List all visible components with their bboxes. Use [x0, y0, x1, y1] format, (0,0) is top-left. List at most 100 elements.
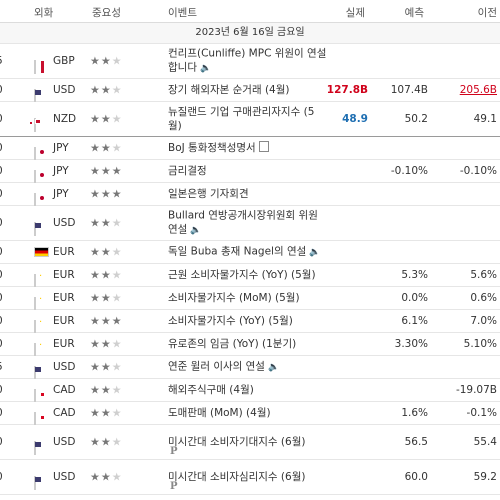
star-icon: ★ — [100, 83, 112, 97]
event-name[interactable]: 유로존의 임금 (YoY) (1분기) — [168, 337, 328, 351]
forecast-value: 60.0 — [404, 471, 428, 483]
event-name[interactable]: Bullard 연방공개시장위원회 위원 연설 🔈 — [168, 209, 328, 238]
event-name[interactable]: 도매판매 (MoM) (4월) — [168, 406, 328, 420]
previous-value: 59.2 — [473, 471, 497, 483]
importance-stars: ★★★ — [90, 269, 123, 282]
header-currency[interactable]: 외화 — [34, 7, 54, 19]
star-icon: ★ — [100, 470, 112, 484]
event-name-text[interactable]: 뉴질랜드 기업 구매관리자지수 (5월) — [168, 106, 315, 132]
star-icon: ★ — [100, 141, 112, 155]
event-name[interactable]: 장기 해외자본 순거래 (4월) — [168, 83, 328, 97]
table-row[interactable]: 0NZD★★★뉴질랜드 기업 구매관리자지수 (5월)48.950.249.1 — [0, 102, 500, 137]
table-row[interactable]: 0CAD★★★도매판매 (MoM) (4월)1.6%-0.1% — [0, 402, 500, 426]
star-icon: ★ — [111, 337, 123, 351]
header-actual[interactable]: 실제 — [345, 7, 365, 19]
table-row[interactable]: 0EUR★★★독일 Buba 총재 Nagel의 연설🔈 — [0, 241, 500, 264]
event-name-text[interactable]: 소비자물가지수 (MoM) (5월) — [168, 292, 300, 304]
table-row[interactable]: 0JPY★★★금리결정-0.10%-0.10% — [0, 160, 500, 184]
event-name[interactable]: 뉴질랜드 기업 구매관리자지수 (5월) — [168, 105, 328, 133]
currency-code: JPY — [53, 165, 69, 177]
event-name-text[interactable]: 근원 소비자물가지수 (YoY) (5월) — [168, 269, 316, 281]
currency-code: USD — [53, 436, 76, 448]
star-icon: ★ — [100, 406, 112, 420]
event-name-text[interactable]: 컨리프(Cunliffe) MPC 위원이 연설합니다 — [168, 47, 327, 74]
header-previous[interactable]: 이전 — [477, 7, 497, 19]
event-name[interactable]: 소비자물가지수 (YoY) (5월) — [168, 314, 328, 328]
table-row[interactable]: 5GBP★★★컨리프(Cunliffe) MPC 위원이 연설합니다🔈 — [0, 44, 500, 79]
event-name-text[interactable]: Bullard 연방공개시장위원회 위원 연설 — [168, 209, 318, 236]
event-name-text[interactable]: 소비자물가지수 (YoY) (5월) — [168, 315, 293, 327]
star-icon: ★ — [90, 291, 101, 305]
importance-stars: ★★★ — [90, 188, 123, 201]
event-name-text[interactable]: 일본은행 기자회견 — [168, 188, 249, 200]
star-icon: ★ — [111, 435, 123, 449]
event-name[interactable]: 금리결정 — [168, 164, 328, 178]
preliminary-icon: P — [170, 446, 178, 457]
event-name-text[interactable]: 미시간대 소비자심리지수 (6월) — [168, 471, 306, 483]
previous-value: 5.10% — [463, 338, 497, 350]
speaker-icon[interactable]: 🔈 — [267, 362, 280, 373]
star-icon: ★ — [111, 83, 123, 97]
actual-value: 127.8B — [326, 84, 368, 96]
table-row[interactable]: 0JPY★★★BoJ 통화정책성명서 — [0, 137, 500, 161]
header-importance[interactable]: 중요성 — [92, 7, 121, 19]
star-icon: ★ — [90, 83, 101, 97]
event-name[interactable]: BoJ 통화정책성명서 — [168, 141, 328, 155]
event-name[interactable]: 연준 윌러 이사의 연설 🔈 — [168, 360, 328, 375]
table-row[interactable]: 0USD★★★Bullard 연방공개시장위원회 위원 연설🔈 — [0, 206, 500, 241]
event-name[interactable]: 근원 소비자물가지수 (YoY) (5월) — [168, 268, 328, 282]
table-row[interactable]: 0EUR★★★소비자물가지수 (YoY) (5월)6.1%7.0% — [0, 310, 500, 334]
table-row[interactable]: 0EUR★★★근원 소비자물가지수 (YoY) (5월)5.3%5.6% — [0, 264, 500, 288]
star-icon: ★ — [90, 141, 101, 155]
importance-stars: ★★★ — [90, 338, 123, 351]
event-name-text[interactable]: 연준 윌러 이사의 연설 — [168, 360, 265, 373]
event-name-text[interactable]: 독일 Buba 총재 Nagel의 연설 — [168, 245, 307, 258]
currency-code: EUR — [53, 269, 75, 281]
event-name-text[interactable]: 미시간대 소비자기대지수 (6월) — [168, 436, 306, 448]
event-name[interactable]: 독일 Buba 총재 Nagel의 연설 🔈 — [168, 245, 328, 260]
event-name[interactable]: 미시간대 소비자기대지수 (6월) — [168, 435, 328, 449]
event-name-text[interactable]: 장기 해외자본 순거래 (4월) — [168, 84, 290, 96]
speaker-icon[interactable]: 🔈 — [199, 63, 212, 74]
event-name[interactable]: 해외주식구매 (4월) — [168, 383, 328, 397]
table-row[interactable]: 0CAD★★★해외주식구매 (4월)-19.07B — [0, 379, 500, 403]
star-icon: ★ — [111, 383, 123, 397]
event-name[interactable]: 소비자물가지수 (MoM) (5월) — [168, 291, 328, 305]
importance-stars: ★★★ — [90, 315, 123, 328]
star-icon: ★ — [90, 216, 101, 230]
table-row[interactable]: 5USD★★★연준 윌러 이사의 연설🔈 — [0, 356, 500, 380]
event-name-text[interactable]: 금리결정 — [168, 165, 207, 177]
event-time: 0 — [0, 407, 6, 419]
star-icon: ★ — [100, 54, 112, 68]
star-icon: ★ — [111, 245, 123, 259]
star-icon: ★ — [111, 216, 123, 230]
event-name[interactable]: 컨리프(Cunliffe) MPC 위원이 연설합니다 🔈 — [168, 47, 328, 76]
table-row[interactable]: 0USD★★★장기 해외자본 순거래 (4월)127.8B107.4B205.6… — [0, 79, 500, 103]
event-name[interactable]: 일본은행 기자회견 — [168, 187, 328, 201]
table-row[interactable]: 0JPY★★★일본은행 기자회견 — [0, 183, 500, 207]
event-time: 0 — [0, 436, 6, 448]
event-name-text[interactable]: 도매판매 (MoM) (4월) — [168, 407, 271, 419]
previous-value: -19.07B — [455, 384, 497, 396]
table-row[interactable]: 0USD★★★미시간대 소비자기대지수 (6월)P56.555.4 — [0, 425, 500, 460]
table-row[interactable]: 0EUR★★★유로존의 임금 (YoY) (1분기)3.30%5.10% — [0, 333, 500, 357]
speaker-icon[interactable]: 🔈 — [190, 225, 202, 236]
header-event[interactable]: 이벤트 — [168, 7, 197, 19]
event-name[interactable]: 미시간대 소비자심리지수 (6월) — [168, 470, 328, 484]
event-name-text[interactable]: 유로존의 임금 (YoY) (1분기) — [168, 338, 297, 350]
table-row[interactable]: 0EUR★★★소비자물가지수 (MoM) (5월)0.0%0.6% — [0, 287, 500, 311]
flag-usd-icon — [34, 366, 36, 380]
star-icon: ★ — [100, 187, 112, 201]
event-time: 0 — [0, 165, 6, 177]
star-icon: ★ — [90, 314, 101, 328]
importance-stars: ★★★ — [90, 471, 123, 484]
document-icon[interactable] — [258, 141, 269, 152]
event-name-text[interactable]: BoJ 통화정책성명서 — [168, 142, 256, 154]
star-icon: ★ — [90, 470, 101, 484]
speaker-icon[interactable]: 🔈 — [309, 247, 321, 258]
flag-jpy-icon — [34, 147, 36, 161]
header-forecast[interactable]: 예측 — [404, 7, 424, 19]
event-name-text[interactable]: 해외주식구매 (4월) — [168, 384, 254, 396]
table-row[interactable]: 0USD★★★미시간대 소비자심리지수 (6월)P60.059.2 — [0, 460, 500, 495]
event-time: 0 — [0, 338, 6, 350]
